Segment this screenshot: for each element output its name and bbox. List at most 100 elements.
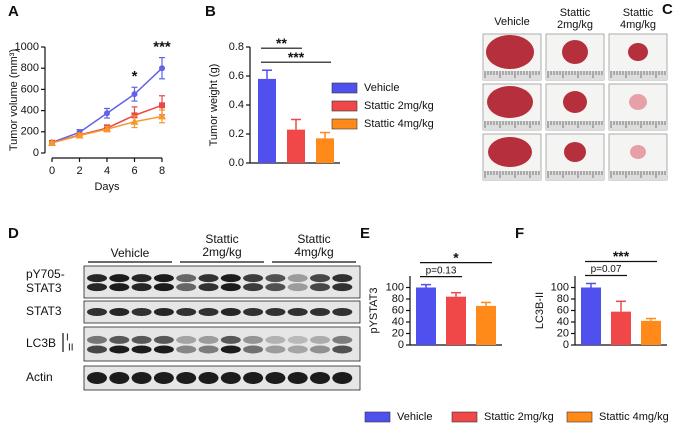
point: [131, 91, 138, 98]
point: [103, 125, 111, 133]
group-label: Vehicle: [111, 246, 150, 260]
band: [153, 335, 174, 344]
y-axis-label: pYSTAT3: [368, 287, 380, 333]
band: [243, 283, 264, 292]
band: [287, 372, 308, 384]
band: [198, 274, 219, 283]
y-tick-label: 60: [392, 304, 404, 316]
ruler: [609, 121, 667, 130]
significance: *: [132, 68, 138, 85]
band: [87, 283, 107, 292]
band: [198, 345, 219, 354]
band: [198, 335, 219, 344]
band: [310, 274, 330, 283]
row-label: Actin: [26, 370, 53, 384]
band: [243, 274, 264, 283]
band: [109, 283, 130, 292]
y-tick-label: 60: [557, 304, 569, 316]
band: [131, 274, 152, 283]
band: [87, 335, 107, 344]
band: [176, 372, 197, 384]
band: [220, 372, 241, 384]
band: [310, 372, 330, 384]
band: [109, 345, 130, 354]
legend-swatch: [331, 118, 358, 130]
band: [109, 335, 130, 344]
row-label: STAT3: [26, 304, 62, 318]
tumor: [486, 35, 534, 69]
legend-label: Stattic 2mg/kg: [484, 411, 554, 423]
point: [159, 102, 165, 109]
legend-swatch: [566, 411, 593, 423]
band: [265, 308, 286, 316]
tumor: [487, 86, 533, 118]
band-label: I: [66, 333, 69, 344]
legend-label: Vehicle: [397, 411, 432, 423]
ruler: [609, 171, 667, 180]
x-tick-label: 2: [76, 165, 82, 177]
band: [287, 283, 308, 292]
band: [243, 308, 264, 316]
band: [176, 345, 197, 354]
band: [198, 372, 219, 384]
column-header: 4mg/kg: [620, 19, 656, 31]
x-tick-label: 6: [131, 165, 137, 177]
group-label: Stattic: [297, 232, 330, 246]
y-tick-label: 1000: [15, 41, 39, 53]
y-tick-label: 40: [557, 316, 569, 328]
y-tick-label: 100: [551, 281, 569, 293]
band: [153, 345, 174, 354]
legend-label: Vehicle: [364, 82, 399, 94]
band: [243, 335, 264, 344]
legend-swatch: [364, 411, 391, 423]
band: [109, 274, 130, 283]
band: [131, 345, 152, 354]
bar: [581, 287, 601, 345]
bar: [446, 296, 466, 345]
band: [153, 274, 174, 283]
tumor: [630, 145, 646, 159]
group-label: Stattic: [205, 232, 238, 246]
legend-label: Stattic 4mg/kg: [599, 411, 669, 423]
band: [265, 372, 286, 384]
band: [332, 274, 353, 283]
blot-strip: [83, 265, 361, 299]
legend-label: Stattic 4mg/kg: [364, 118, 434, 130]
band: [310, 308, 330, 316]
legend-swatch: [331, 82, 358, 94]
band: [87, 345, 107, 354]
bar: [641, 320, 661, 345]
legend-swatch: [451, 411, 478, 423]
y-tick-label: 0: [563, 339, 569, 351]
band: [287, 335, 308, 344]
column-header: 2mg/kg: [557, 19, 593, 31]
ruler: [546, 71, 604, 80]
y-tick-label: 20: [392, 327, 404, 339]
panel-letter: C: [662, 1, 673, 18]
band: [310, 345, 330, 354]
bar: [287, 129, 305, 163]
ruler: [546, 121, 604, 130]
column-header: Vehicle: [494, 16, 529, 28]
y-tick-label: 0: [33, 147, 39, 159]
y-tick-label: 0.6: [229, 70, 244, 82]
y-axis-label: Tumor weight (g): [208, 64, 220, 147]
significance: *: [453, 249, 459, 265]
band: [220, 274, 241, 283]
y-tick-label: 800: [21, 62, 39, 74]
row-label: pY705-: [26, 267, 65, 281]
tumor: [564, 142, 586, 162]
significance: **: [276, 35, 287, 51]
y-tick-label: 0.0: [229, 157, 244, 169]
band: [265, 274, 286, 283]
group-label: 2mg/kg: [202, 245, 241, 259]
point: [75, 131, 84, 139]
band: [153, 308, 174, 316]
tumor: [563, 91, 587, 113]
band: [198, 283, 219, 292]
band: [310, 283, 330, 292]
panel-letter: E: [360, 225, 370, 242]
ruler: [609, 71, 667, 80]
tumor: [562, 40, 588, 64]
y-tick-label: 400: [21, 105, 39, 117]
